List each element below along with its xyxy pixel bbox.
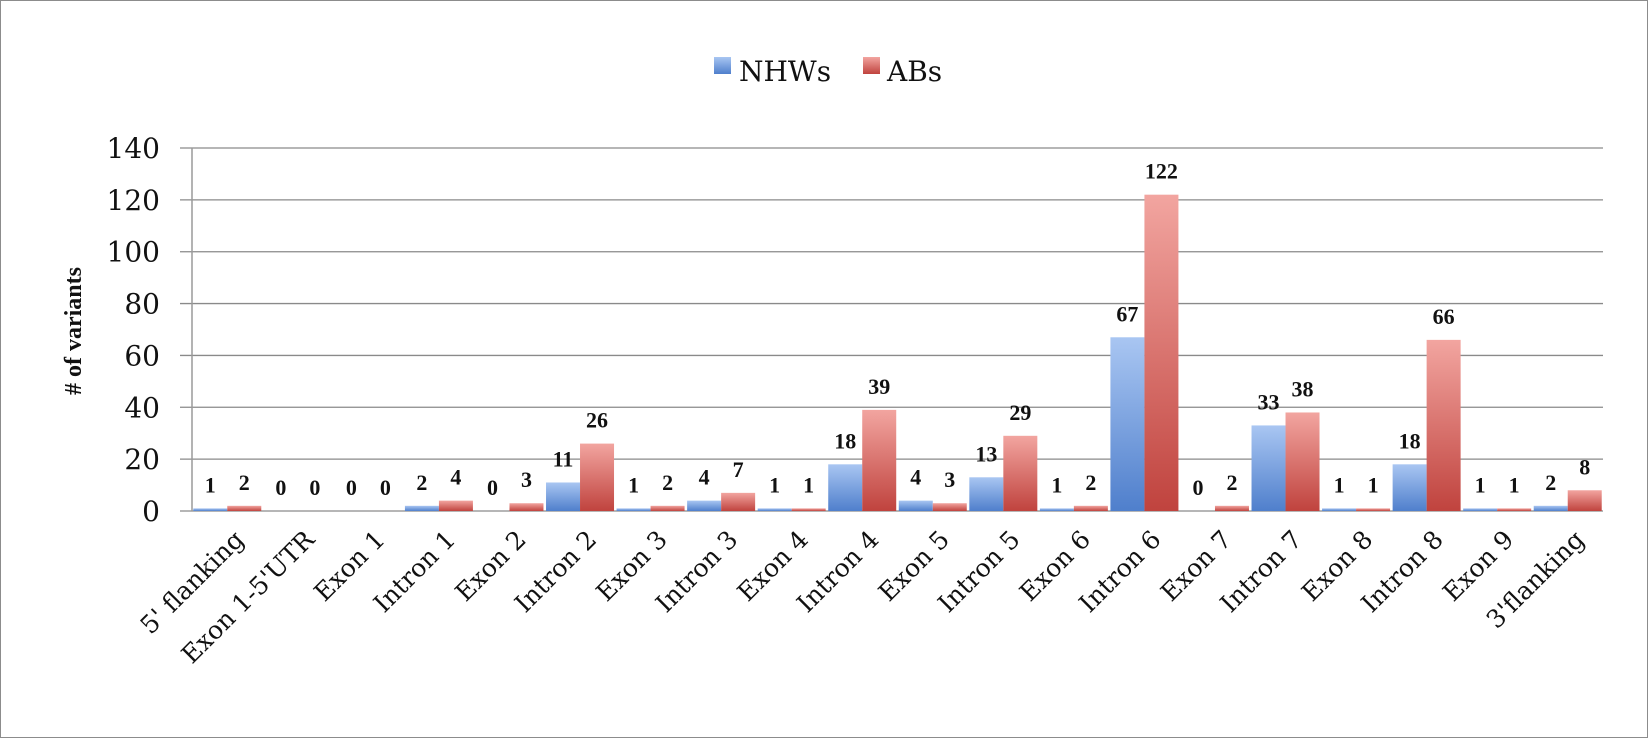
data-label: 0 — [487, 475, 498, 500]
data-label: 4 — [699, 465, 710, 490]
legend-swatch-abs — [863, 57, 880, 74]
y-tick-label: 120 — [107, 184, 160, 217]
data-label: 1 — [1509, 472, 1520, 497]
bar-abs — [1144, 195, 1178, 511]
bar-nhws — [1252, 425, 1286, 511]
bar-abs — [721, 493, 755, 511]
bar-nhws — [546, 482, 580, 511]
y-tick-label: 80 — [124, 288, 160, 321]
bar-abs — [1356, 508, 1390, 511]
bar-abs — [1286, 412, 1320, 511]
data-label: 18 — [1399, 428, 1421, 453]
bar-nhws — [193, 508, 227, 511]
bar-abs — [1003, 436, 1037, 511]
data-label: 2 — [1085, 470, 1096, 495]
bar-nhws — [617, 508, 651, 511]
data-label: 39 — [868, 374, 890, 399]
y-tick-label: 100 — [107, 236, 160, 269]
bar-nhws — [1040, 508, 1074, 511]
y-tick-label: 20 — [124, 443, 160, 476]
data-label: 1 — [803, 472, 814, 497]
legend-label-abs: ABs — [886, 55, 942, 88]
data-label: 1 — [769, 472, 780, 497]
bar-nhws — [969, 477, 1003, 511]
bars — [193, 195, 1601, 511]
y-axis-ticks: 0 20 40 60 80 100 120 140 — [107, 132, 160, 528]
bar-abs — [1568, 490, 1602, 511]
bar-abs — [1427, 340, 1461, 511]
data-label: 2 — [416, 470, 427, 495]
data-label: 1 — [628, 472, 639, 497]
data-label: 2 — [1226, 470, 1237, 495]
bar-nhws — [1463, 508, 1497, 511]
bar-abs — [1497, 508, 1531, 511]
bar-abs — [580, 444, 614, 511]
data-label: 67 — [1116, 301, 1138, 326]
bar-nhws — [1534, 506, 1568, 511]
bar-abs — [1074, 506, 1108, 511]
data-label: 1 — [1051, 472, 1062, 497]
data-label: 1 — [1368, 472, 1379, 497]
data-label: 0 — [346, 475, 357, 500]
data-label: 33 — [1258, 389, 1280, 414]
data-label: 8 — [1579, 454, 1590, 479]
data-label: 4 — [450, 465, 461, 490]
y-tick-label: 140 — [107, 132, 160, 165]
bar-nhws — [1393, 464, 1427, 511]
data-label: 26 — [586, 408, 608, 433]
data-label: 3 — [944, 467, 955, 492]
bar-abs — [227, 506, 261, 511]
data-label: 2 — [1545, 470, 1556, 495]
y-axis-title: # of variants — [61, 267, 87, 395]
bar-abs — [1215, 506, 1249, 511]
bar-nhws — [1322, 508, 1356, 511]
bar-abs — [933, 503, 967, 511]
data-label: 66 — [1433, 304, 1455, 329]
data-label: 0 — [1192, 475, 1203, 500]
data-label: 1 — [205, 472, 216, 497]
data-label: 4 — [910, 465, 921, 490]
data-label: 3 — [521, 467, 532, 492]
data-label: 0 — [309, 475, 320, 500]
bar-abs — [862, 410, 896, 511]
data-label: 29 — [1009, 400, 1031, 425]
y-tick-label: 0 — [142, 495, 160, 528]
legend: NHWs ABs — [714, 55, 942, 88]
legend-label-nhws: NHWs — [739, 55, 831, 88]
data-label: 38 — [1292, 376, 1314, 401]
data-label: 7 — [733, 457, 744, 482]
y-tick-label: 40 — [124, 391, 160, 424]
data-label: 0 — [275, 475, 286, 500]
bar-nhws — [687, 501, 721, 511]
bar-abs — [509, 503, 543, 511]
data-label: 0 — [380, 475, 391, 500]
data-label: 2 — [662, 470, 673, 495]
data-label: 1 — [1334, 472, 1345, 497]
bar-nhws — [828, 464, 862, 511]
bar-abs — [651, 506, 685, 511]
bar-abs — [792, 508, 826, 511]
data-label: 18 — [834, 428, 856, 453]
data-label: 11 — [553, 446, 574, 471]
y-tick-label: 60 — [124, 339, 160, 372]
bar-nhws — [405, 506, 439, 511]
bar-nhws — [1110, 337, 1144, 511]
bar-abs — [439, 501, 473, 511]
data-label: 13 — [975, 441, 997, 466]
data-label: 1 — [1475, 472, 1486, 497]
bar-nhws — [758, 508, 792, 511]
data-label: 2 — [239, 470, 250, 495]
data-label: 122 — [1145, 159, 1178, 184]
legend-swatch-nhws — [714, 57, 731, 74]
bar-nhws — [899, 501, 933, 511]
